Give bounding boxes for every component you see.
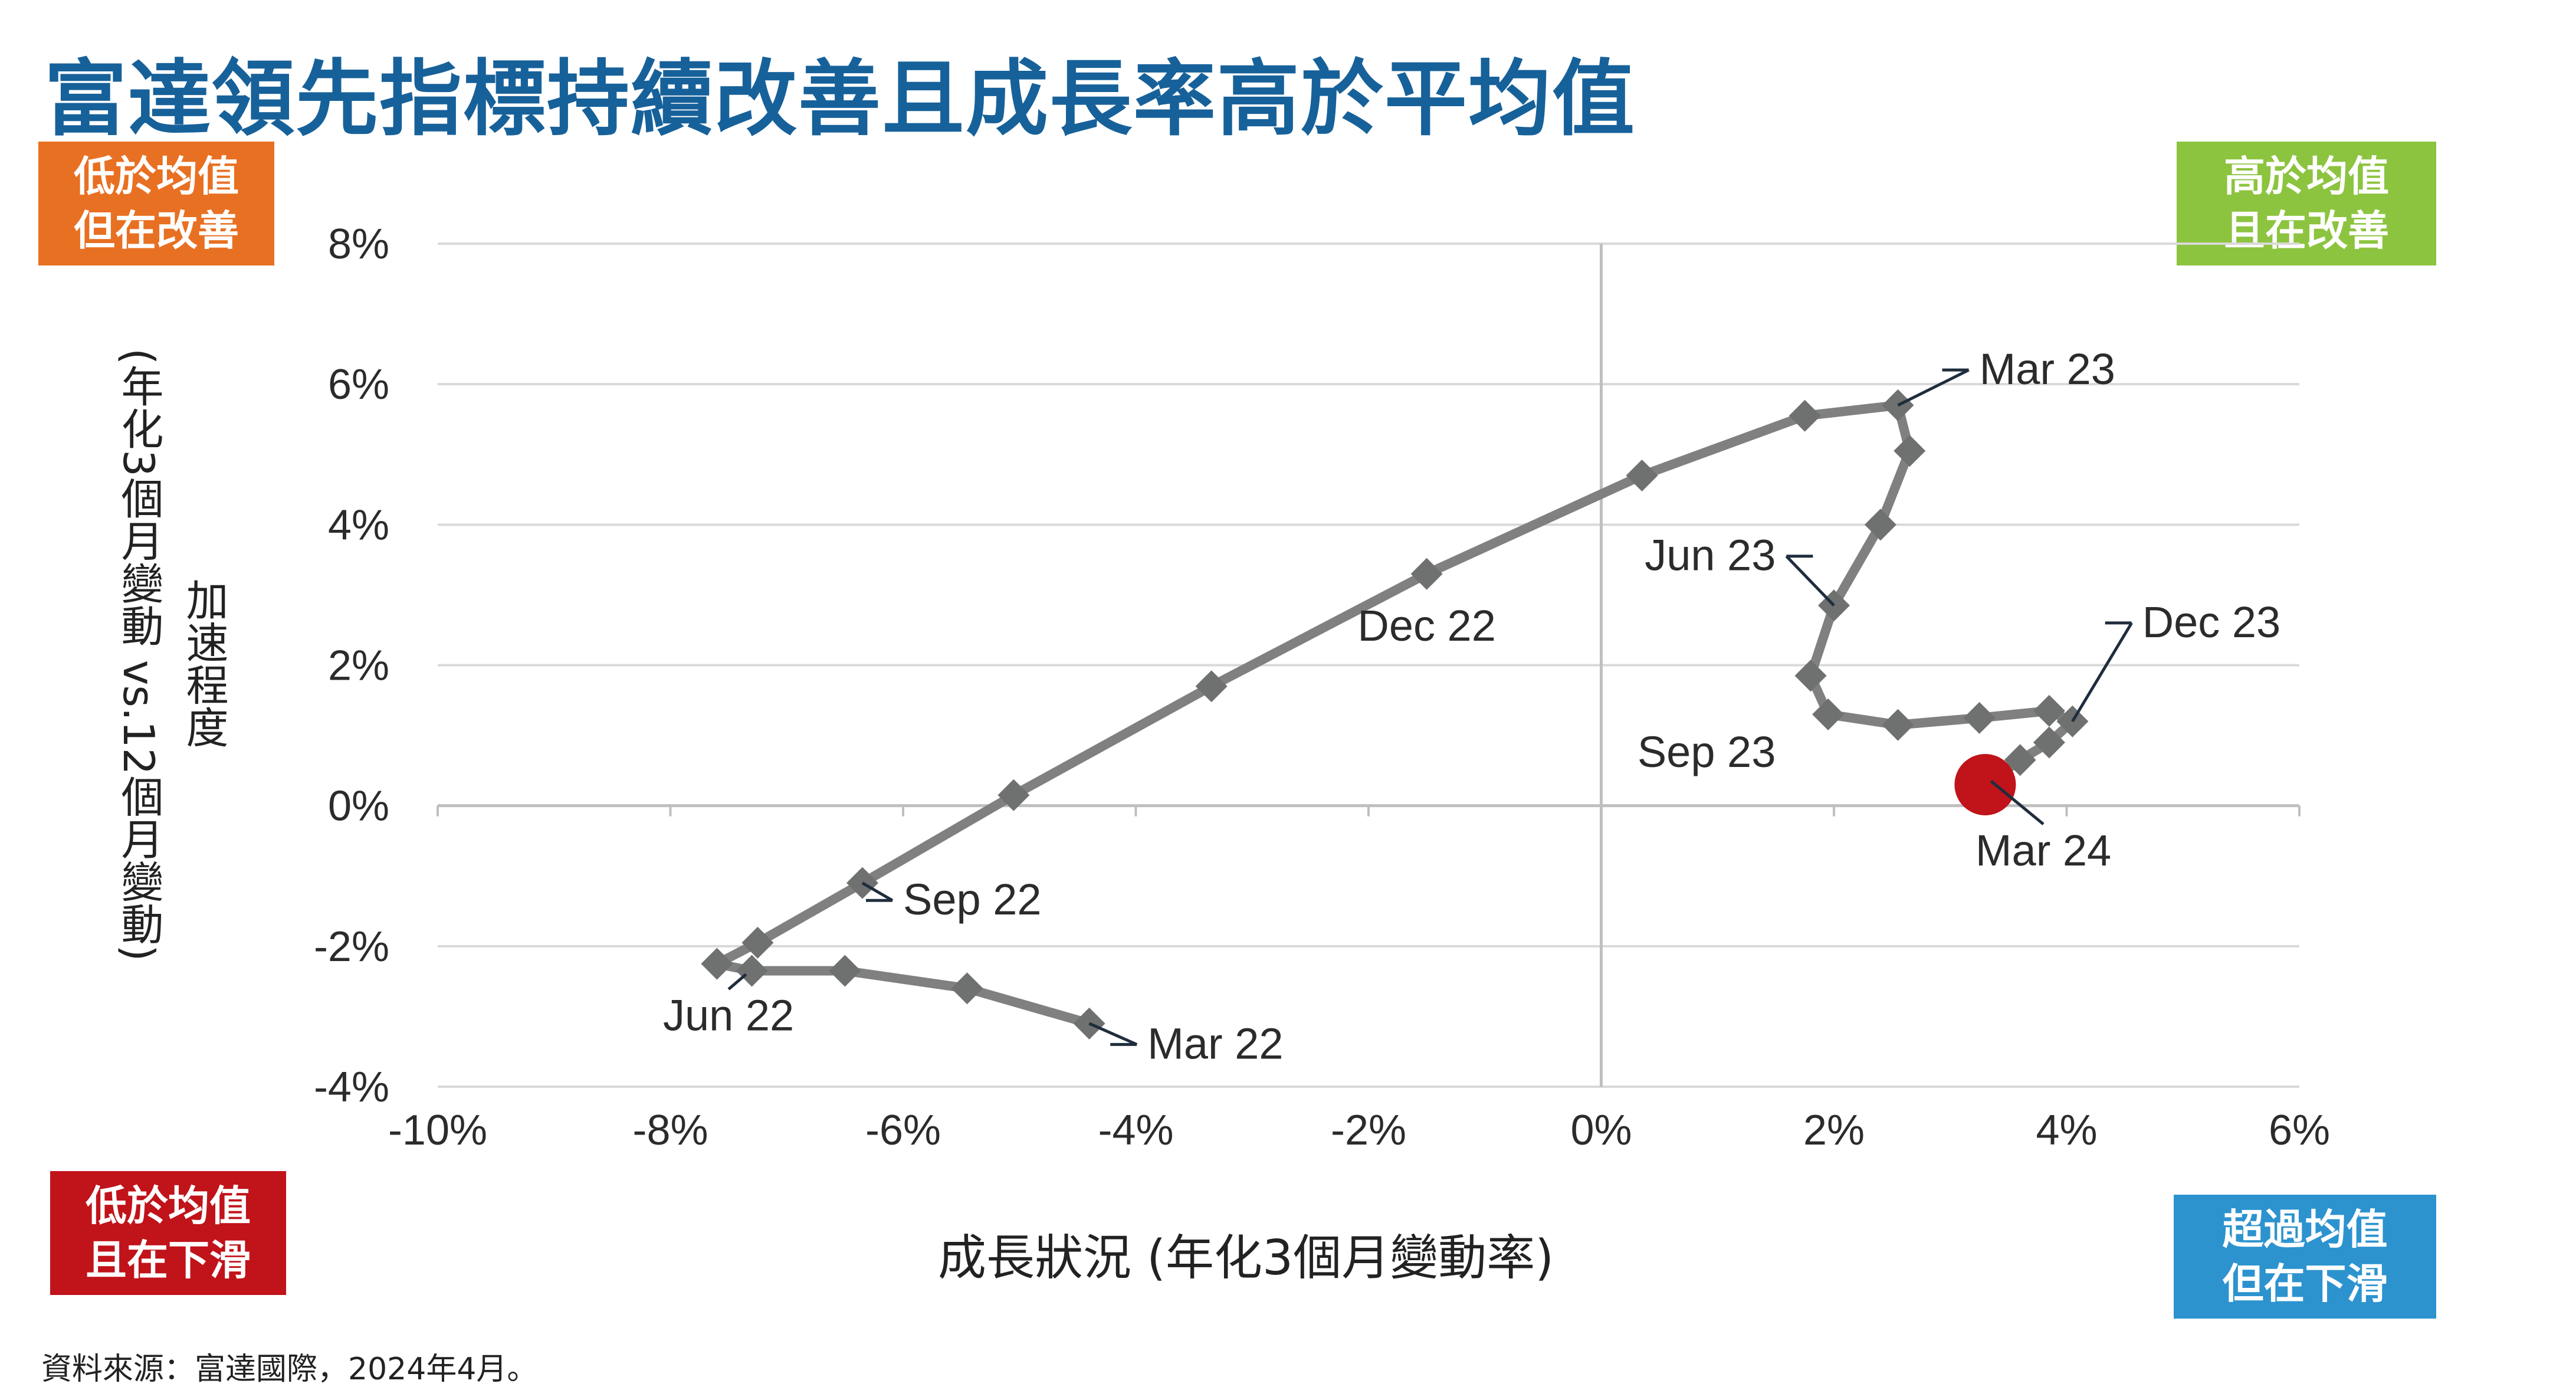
quadrant-label-line: 超過均值: [2222, 1205, 2388, 1254]
quadrant-label-line: 但在改善: [74, 206, 239, 255]
data-point-marker: [701, 947, 733, 980]
x-tick-label: -6%: [865, 1107, 941, 1154]
quadrant-label-bottom-right: 超過均值 但在下滑: [2174, 1195, 2436, 1319]
annotation-leader-line: [2071, 622, 2133, 723]
y-tick-label: 2%: [328, 642, 389, 690]
data-point-marker: [1963, 701, 1996, 734]
y-tick-label: 4%: [328, 501, 389, 549]
annotation-label: Jun 22: [663, 991, 794, 1040]
data-point-marker: [951, 972, 983, 1005]
annotation-leader-line: [1088, 1022, 1138, 1046]
series-line: [712, 400, 2078, 1028]
data-point-marker: [2033, 694, 2065, 727]
data-point-marker: [736, 955, 768, 987]
data-point-marker: [1410, 558, 1443, 590]
data-point-marker: [741, 926, 774, 959]
annotation-label: Mar 23: [1980, 345, 2115, 394]
annotation-label: Dec 23: [2142, 598, 2280, 647]
annotation-leader-line: [1990, 780, 2045, 825]
quadrant-label-line: 高於均值: [2224, 152, 2389, 201]
source-note: 資料來源：富達國際，2024年4月。: [41, 1352, 538, 1387]
data-point-marker: [1812, 698, 1845, 730]
y-tick-label: 0%: [328, 783, 389, 830]
annotation-leader-line: [1785, 555, 1835, 607]
x-tick-label: 4%: [2036, 1107, 2097, 1154]
annotation-leader-line: [727, 973, 747, 991]
data-point-marker: [1626, 459, 1658, 491]
y-tick-label: 8%: [328, 221, 389, 268]
x-axis-label: 成長狀況 (年化3個月變動率): [938, 1230, 1554, 1286]
y-axis-label-inner: 加速程度: [179, 578, 228, 748]
quadrant-label-line: 且在下滑: [86, 1236, 251, 1284]
quadrant-label-line: 且在改善: [2224, 206, 2389, 255]
annotation-label: Mar 24: [1976, 826, 2111, 875]
annotation-leader-line: [1897, 368, 1970, 407]
annotation-leader-line: [861, 881, 894, 902]
data-point-marker: [2033, 726, 2065, 759]
quadrant-label-bottom-left: 低於均值 且在下滑: [50, 1171, 286, 1295]
annotation-label: Mar 22: [1147, 1019, 1283, 1068]
annotation-label: Dec 22: [1357, 601, 1495, 650]
data-point-marker: [1894, 435, 1926, 467]
annotation-label: Sep 23: [1638, 727, 1776, 776]
annotation-label: Sep 22: [903, 875, 1042, 924]
x-tick-label: 0%: [1570, 1107, 1632, 1154]
y-tick-label: 6%: [328, 361, 389, 408]
data-point-marker: [1789, 399, 1821, 432]
x-tick-label: -2%: [1331, 1107, 1406, 1154]
quadrant-label-line: 低於均值: [86, 1182, 251, 1230]
page-title: 富達領先指標持續改善且成長率高於平均值: [44, 51, 1636, 147]
y-axis-label-outer: (年化3個月變動 vs.12個月變動): [114, 348, 163, 962]
x-tick-label: -4%: [1098, 1107, 1173, 1154]
quadrant-label-line: 低於均值: [74, 152, 239, 201]
annotation-label: Jun 23: [1645, 531, 1776, 580]
data-point-marker: [1864, 509, 1896, 541]
y-tick-label: -2%: [314, 923, 389, 971]
data-point-marker: [2004, 744, 2036, 776]
data-point-marker: [829, 955, 861, 987]
x-tick-label: -10%: [388, 1107, 487, 1154]
x-tick-label: 2%: [1803, 1107, 1865, 1154]
data-point-marker: [1794, 660, 1827, 692]
x-tick-label: -8%: [632, 1107, 708, 1154]
data-point-marker: [997, 779, 1030, 811]
data-point-marker: [1195, 670, 1228, 703]
y-tick-label: -4%: [314, 1064, 389, 1111]
quadrant-label-line: 但在下滑: [2222, 1260, 2388, 1308]
quadrant-label-top-left: 低於均值 但在改善: [38, 142, 274, 265]
x-tick-label: 6%: [2269, 1107, 2330, 1154]
latest-point-marker: [1954, 753, 2016, 815]
data-point-marker: [1882, 709, 1914, 741]
